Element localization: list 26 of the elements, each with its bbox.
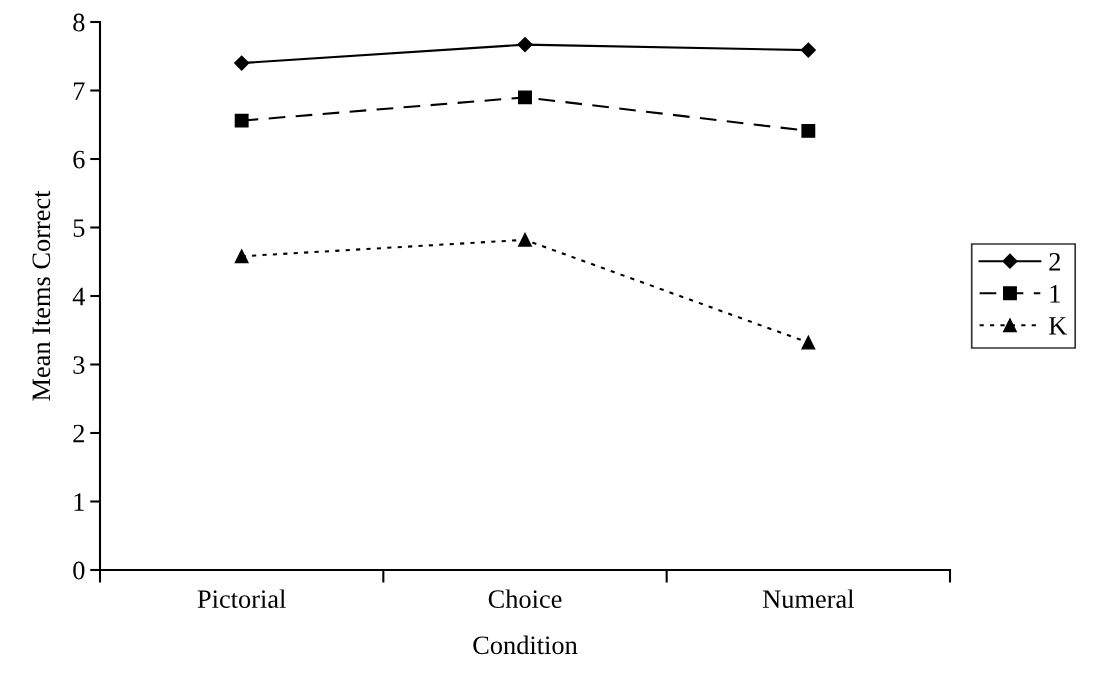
x-tick-label: Pictorial [197,589,286,609]
point [234,55,250,71]
point [801,123,816,138]
y-tick-label: 6 [73,150,85,169]
point [518,232,532,247]
y-tick-label: 4 [72,287,85,306]
x-tick-label: Choice [488,589,562,609]
y-axis-title: Mean Items Correct [32,190,51,401]
point [234,249,249,264]
y-tick-label: 0 [73,561,85,580]
legend-label: K [1048,317,1068,335]
y-tick-label: 1 [74,493,84,511]
point [234,113,249,128]
x-tick-label: Numeral [762,589,854,609]
point [518,90,532,105]
point [801,335,816,350]
y-tick-label: 7 [73,82,85,100]
y-tick-label: 3 [73,356,85,374]
legend-label: 1 [1050,285,1060,303]
y-tick-label: 2 [73,424,84,443]
legend-label: 2 [1049,252,1060,271]
point [800,42,816,58]
point [517,37,533,53]
y-tick-label: 8 [73,13,85,32]
x-axis-title: Condition [473,635,578,655]
y-tick-label: 5 [73,219,85,237]
